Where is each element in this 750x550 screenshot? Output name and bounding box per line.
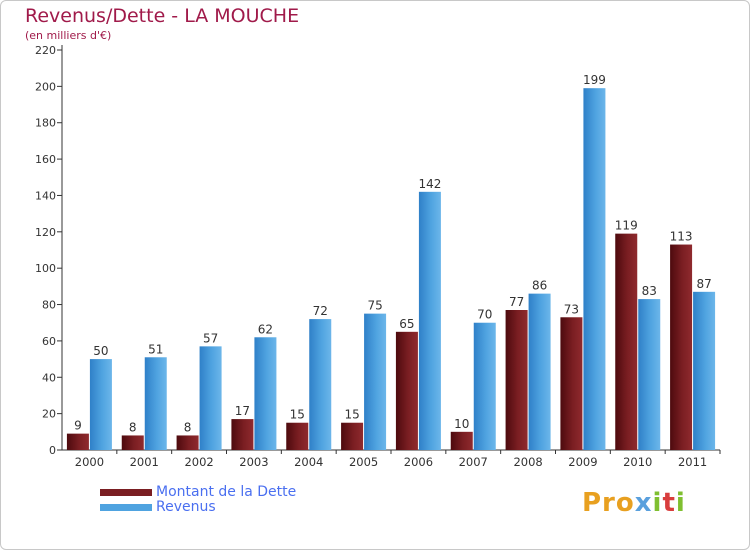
revenus-bar-label: 86 (532, 279, 547, 293)
revenus-bar (418, 191, 441, 450)
dette-bar-label: 10 (454, 417, 469, 431)
logo-part-1: Pro (582, 488, 635, 518)
chart-title: Revenus/Dette - LA MOUCHE (25, 5, 300, 27)
y-tick-label: 160 (35, 153, 56, 166)
x-tick-label: 2002 (184, 455, 213, 469)
x-tick-label: 2003 (239, 455, 268, 469)
dette-bar-label: 17 (235, 404, 250, 418)
y-tick-label: 20 (42, 408, 56, 421)
dette-bar (395, 331, 418, 450)
chart-subtitle: (en milliers d'€) (25, 29, 112, 42)
x-tick-label: 2001 (130, 455, 159, 469)
revenus-bar (89, 359, 112, 450)
legend-swatch-revenus (100, 504, 152, 511)
y-tick-label: 220 (35, 44, 56, 57)
revenus-bar-label: 57 (203, 331, 218, 345)
dette-bar-label: 119 (615, 219, 638, 233)
revenus-bar (364, 313, 387, 450)
revenus-bar (199, 346, 222, 450)
revenus-bar-label: 142 (418, 177, 441, 191)
logo-part-5: i (675, 488, 686, 518)
x-tick-label: 2007 (459, 455, 488, 469)
legend-label-revenus: Revenus (156, 499, 216, 515)
dette-bar (450, 431, 473, 450)
y-tick-label: 120 (35, 226, 56, 239)
revenus-bar (144, 357, 167, 450)
y-tick-label: 40 (42, 371, 56, 384)
revenus-bar (693, 291, 716, 450)
revenus-bar-label: 51 (148, 342, 163, 356)
dette-bar (231, 419, 254, 450)
x-tick-label: 2008 (513, 455, 542, 469)
dette-bar (121, 435, 144, 450)
legend-label-dette: Montant de la Dette (156, 484, 297, 500)
dette-bar-label: 73 (564, 302, 579, 316)
y-tick-label: 100 (35, 262, 56, 275)
x-tick-label: 2005 (349, 455, 378, 469)
revenus-bar-label: 75 (367, 299, 382, 313)
x-tick-label: 2000 (75, 455, 104, 469)
dette-bar (286, 422, 309, 450)
x-tick-label: 2010 (623, 455, 652, 469)
y-tick-label: 80 (42, 299, 56, 312)
dette-bar (560, 317, 583, 450)
dette-bar (505, 310, 528, 450)
y-tick-label: 0 (49, 444, 56, 457)
revenus-bar-label: 50 (93, 344, 108, 358)
y-tick-label: 60 (42, 335, 56, 348)
logo-part-3: i (652, 488, 663, 518)
y-tick-label: 140 (35, 189, 56, 202)
revenus-bar (528, 293, 551, 450)
dette-bar-label: 9 (74, 419, 82, 433)
dette-bar (615, 233, 638, 450)
y-tick-label: 200 (35, 80, 56, 93)
dette-bar (176, 435, 199, 450)
logo-part-2: x (634, 488, 653, 518)
revenus-bar (309, 319, 332, 450)
dette-bar (341, 422, 364, 450)
revenus-bar (254, 337, 277, 450)
revenus-bar-label: 83 (642, 284, 657, 298)
revenus-bar-label: 199 (583, 73, 606, 87)
bar-chart: 0 20 40 60 80 100 120 140 160 180 200 220 2000 9 50 200… (35, 44, 721, 469)
dette-bar-label: 113 (670, 230, 693, 244)
dette-bar (66, 433, 89, 450)
y-tick-label: 180 (35, 117, 56, 130)
dette-bar-label: 15 (290, 408, 305, 422)
dette-bar-label: 65 (399, 317, 414, 331)
x-tick-label: 2004 (294, 455, 323, 469)
revenus-bar-label: 70 (477, 308, 492, 322)
x-tick-label: 2006 (404, 455, 433, 469)
dette-bar-label: 8 (184, 420, 192, 434)
revenus-bar (583, 88, 606, 450)
revenus-bar (638, 299, 661, 450)
dette-bar-label: 77 (509, 295, 524, 309)
legend-swatch-dette (100, 489, 152, 496)
revenus-bar-label: 72 (313, 304, 328, 318)
dette-bar-label: 8 (129, 420, 137, 434)
dette-bar-label: 15 (344, 408, 359, 422)
revenus-bar (473, 322, 496, 450)
revenus-bar-label: 62 (258, 322, 273, 336)
x-tick-label: 2009 (568, 455, 597, 469)
logo-part-4: t (662, 488, 676, 518)
x-tick-label: 2011 (678, 455, 707, 469)
revenus-bar-label: 87 (696, 277, 711, 291)
dette-bar (670, 244, 693, 450)
proxiti-logo: Proxiti (582, 488, 686, 518)
